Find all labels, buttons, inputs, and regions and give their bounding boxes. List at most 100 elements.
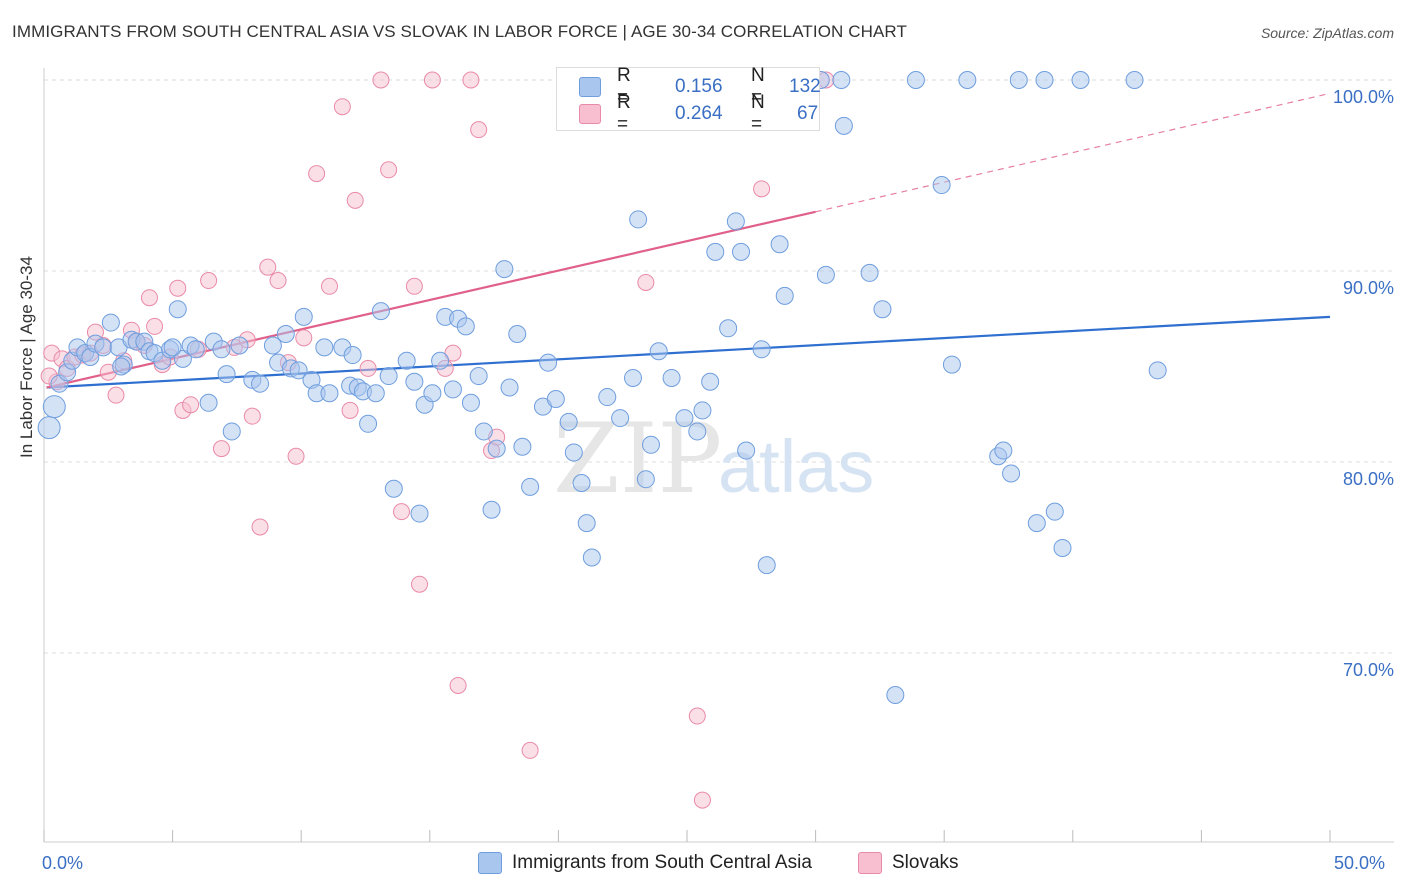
data-point-slovaks — [346, 191, 364, 209]
data-point-south-central-asia — [37, 416, 61, 440]
data-point-south-central-asia — [461, 393, 480, 412]
data-point-south-central-asia — [1148, 361, 1167, 380]
y-tick-80: 80.0% — [1342, 469, 1394, 489]
data-point-slovaks — [295, 329, 313, 347]
legend-r-label: R = — [617, 65, 631, 108]
data-point-south-central-asia — [1045, 502, 1064, 521]
data-point-south-central-asia — [598, 388, 617, 407]
legend-r-value: 0.264 — [675, 103, 723, 124]
data-point-slovaks — [259, 258, 277, 276]
data-point-south-central-asia — [456, 317, 475, 336]
data-point-south-central-asia — [320, 384, 339, 403]
data-point-south-central-asia — [770, 235, 789, 254]
data-point-south-central-asia — [1035, 71, 1054, 89]
data-point-south-central-asia — [932, 176, 951, 195]
data-point-slovaks — [688, 707, 706, 725]
data-point-slovaks — [146, 317, 164, 335]
data-point-slovaks — [251, 518, 269, 536]
data-point-south-central-asia — [263, 336, 282, 355]
data-point-south-central-asia — [163, 338, 182, 357]
data-point-south-central-asia — [521, 477, 540, 496]
data-point-south-central-asia — [230, 336, 249, 355]
stats-legend: R = 0.156 N = 132 R = 0.264 N = 67 — [556, 65, 821, 135]
data-point-slovaks — [287, 447, 305, 465]
legend-r-value: 0.156 — [675, 76, 723, 97]
legend-swatch-pink — [579, 104, 601, 124]
legend-item-south-central-asia: Immigrants from South Central Asia — [478, 852, 812, 874]
data-point-slovaks — [693, 791, 711, 809]
data-point-south-central-asia — [539, 353, 558, 372]
data-point-south-central-asia — [737, 441, 756, 460]
data-point-south-central-asia — [577, 514, 596, 533]
legend-item-slovaks: Slovaks — [858, 852, 959, 874]
data-point-south-central-asia — [693, 401, 712, 420]
y-axis-label: In Labor Force | Age 30-34 — [17, 256, 36, 458]
legend-label-slovaks: Slovaks — [892, 852, 959, 873]
legend-n-value: 132 — [789, 76, 821, 97]
data-point-south-central-asia — [1071, 71, 1090, 89]
data-point-south-central-asia — [572, 474, 591, 493]
data-point-south-central-asia — [359, 414, 378, 433]
data-point-south-central-asia — [276, 325, 295, 344]
data-point-south-central-asia — [397, 351, 416, 370]
data-point-south-central-asia — [173, 349, 192, 368]
legend-label-south-central-asia: Immigrants from South Central Asia — [512, 852, 812, 873]
data-point-south-central-asia — [379, 367, 398, 386]
data-point-slovaks — [182, 396, 200, 414]
data-point-south-central-asia — [410, 504, 429, 523]
data-point-south-central-asia — [752, 340, 771, 359]
data-point-slovaks — [333, 98, 351, 116]
grid-lines — [44, 79, 1394, 654]
data-point-slovaks — [359, 359, 377, 377]
legend-swatch-blue — [579, 77, 601, 97]
data-point-south-central-asia — [384, 479, 403, 498]
data-point-south-central-asia — [564, 443, 583, 462]
data-point-slovaks — [462, 71, 480, 89]
data-point-slovaks — [169, 279, 187, 297]
data-point-south-central-asia — [775, 286, 794, 305]
data-point-south-central-asia — [405, 372, 424, 391]
legend-swatch-pink — [858, 852, 882, 874]
data-point-slovaks — [140, 289, 158, 307]
data-point-south-central-asia — [371, 302, 390, 321]
data-point-south-central-asia — [688, 422, 707, 441]
axes — [43, 68, 1394, 843]
data-point-south-central-asia — [719, 319, 738, 338]
data-point-slovaks — [200, 272, 218, 290]
data-point-south-central-asia — [611, 409, 630, 428]
data-point-slovaks — [444, 344, 462, 362]
data-point-south-central-asia — [873, 300, 892, 319]
data-point-south-central-asia — [726, 212, 745, 231]
watermark-zip: ZIP — [553, 403, 722, 515]
data-point-slovaks — [269, 272, 287, 290]
south-central-asia-points — [37, 71, 1167, 705]
data-point-south-central-asia — [1125, 71, 1144, 89]
data-point-slovaks — [405, 277, 423, 295]
data-point-south-central-asia — [217, 365, 236, 384]
trend-line-slovaks-extension — [815, 92, 1331, 213]
data-point-south-central-asia — [513, 437, 532, 456]
series-legend: Immigrants from South Central Asia Slova… — [0, 852, 1406, 878]
x-tick-min: 0.0% — [42, 853, 84, 873]
data-point-slovaks — [372, 71, 390, 89]
data-point-south-central-asia — [1009, 71, 1028, 89]
data-point-south-central-asia — [860, 263, 879, 282]
data-point-south-central-asia — [294, 307, 313, 326]
data-point-south-central-asia — [636, 470, 655, 489]
data-point-south-central-asia — [994, 441, 1013, 460]
legend-n-value: 67 — [797, 103, 819, 124]
watermark: ZIP atlas — [553, 403, 874, 515]
data-point-south-central-asia — [732, 242, 751, 261]
data-point-south-central-asia — [1027, 514, 1046, 533]
y-tick-100: 100.0% — [1332, 87, 1394, 107]
y-tick-70: 70.0% — [1342, 660, 1394, 680]
watermark-atlas: atlas — [718, 425, 874, 508]
data-point-south-central-asia — [834, 116, 853, 135]
data-point-south-central-asia — [559, 412, 578, 431]
data-point-south-central-asia — [474, 422, 493, 441]
data-point-south-central-asia — [649, 342, 668, 361]
data-point-south-central-asia — [958, 71, 977, 89]
data-point-south-central-asia — [701, 372, 720, 391]
data-point-south-central-asia — [906, 71, 925, 89]
